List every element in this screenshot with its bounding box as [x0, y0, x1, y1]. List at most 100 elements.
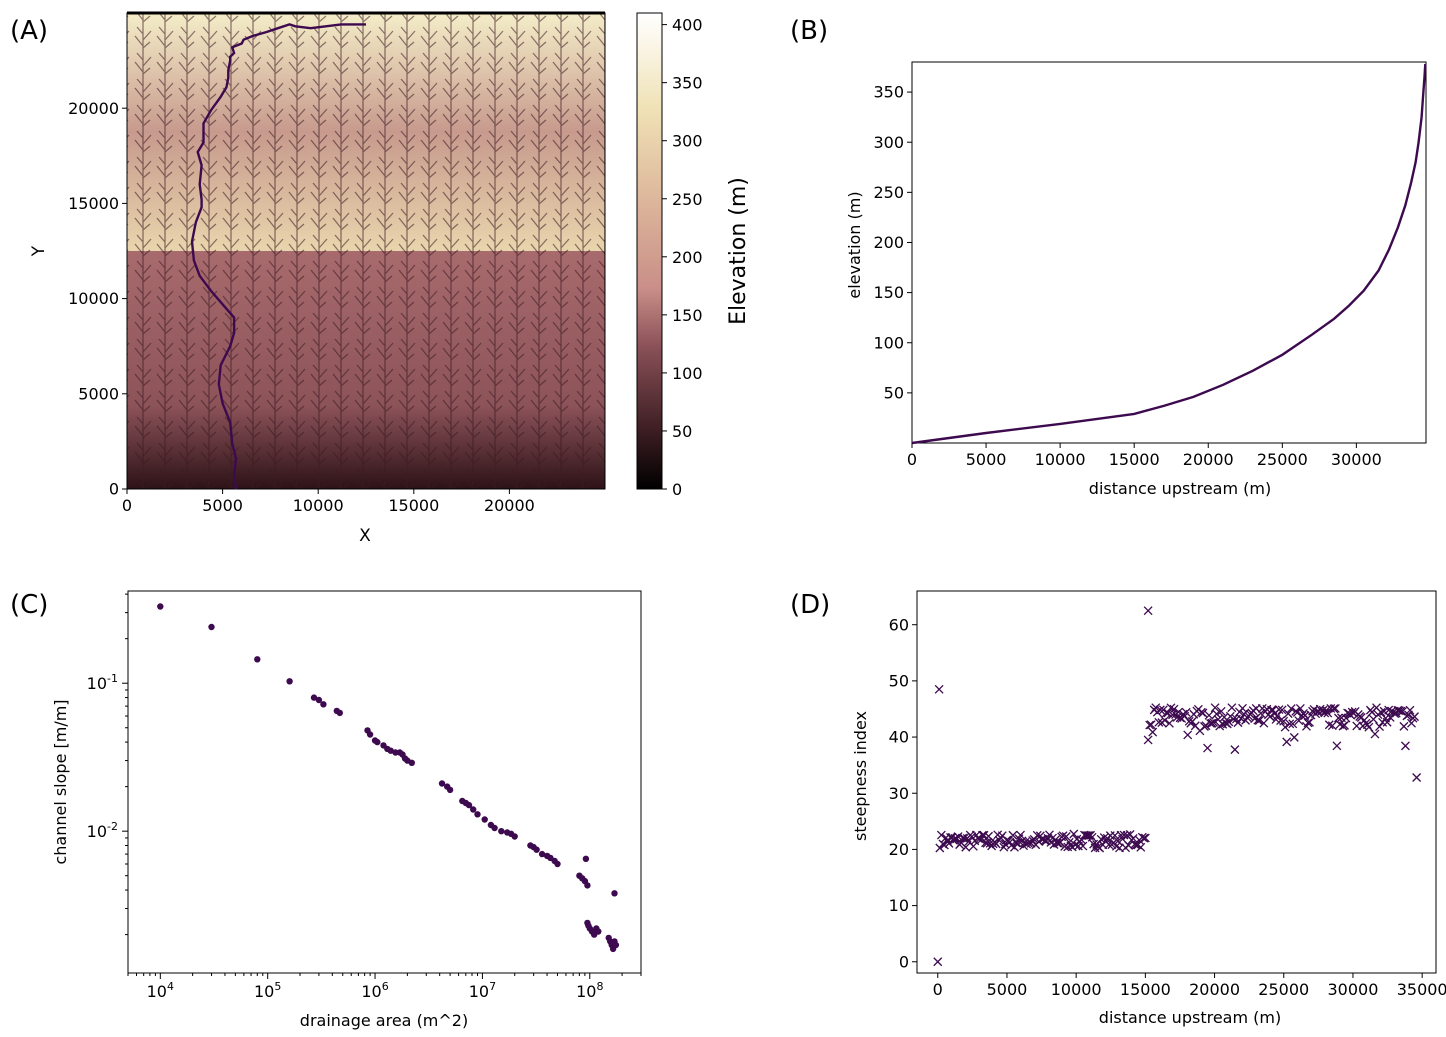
slope-area-point — [208, 623, 215, 631]
steepness-point — [1330, 703, 1340, 713]
slope-area-point — [481, 816, 488, 823]
slope-area-point — [584, 882, 591, 889]
axis-c-xtick-label: 106 — [361, 980, 388, 1001]
channel-path — [190, 23, 366, 490]
axis-b-xtick-label: 25000 — [1257, 450, 1308, 469]
steepness-point — [1131, 840, 1141, 850]
steepness-point — [1069, 829, 1079, 839]
axis-b-xtick-label: 10000 — [1035, 450, 1086, 469]
axis-d-ytick-label: 30 — [889, 784, 909, 803]
colorbar-ticks: 0 50 100 150 200 250 300 350 400 — [662, 16, 703, 499]
steepness-point — [1321, 705, 1331, 715]
x-axis-label-b: distance upstream (m) — [1089, 479, 1271, 498]
steepness-point — [1289, 732, 1299, 742]
steepness-point — [1145, 720, 1155, 730]
panel-label-b: (B) — [790, 16, 829, 46]
slope-area-point — [286, 678, 293, 685]
slope-area-point — [387, 747, 394, 754]
slope-area-point — [582, 855, 590, 862]
slope-area-point — [474, 811, 481, 818]
x-axis-label-a: X — [359, 526, 371, 546]
steepness-point — [1164, 718, 1174, 728]
steepness-point — [1283, 709, 1293, 719]
steepness-point — [1410, 712, 1420, 722]
axis-b-xtick-label: 5000 — [966, 450, 1007, 469]
steepness-point — [1256, 708, 1266, 718]
steepness-point — [1061, 832, 1071, 841]
steepness-point — [1375, 722, 1384, 732]
colorbar: 0 50 100 150 200 250 300 350 400 Elevation (m) — [636, 12, 751, 499]
steepness-point — [1288, 719, 1298, 729]
steepness-point — [1332, 741, 1342, 751]
x-axis-label-c: drainage area (m^2) — [300, 1011, 468, 1030]
steepness-point — [1166, 703, 1176, 713]
slope-area-point — [491, 824, 498, 832]
axis-d-xtick-label: 10000 — [1051, 980, 1102, 999]
steepness-point — [1303, 718, 1313, 728]
axis-b-xtick-label: 15000 — [1109, 450, 1160, 469]
steepness-point — [1155, 705, 1165, 715]
axis-a-xtick-label: 10000 — [293, 496, 344, 515]
steepness-point — [1394, 706, 1404, 716]
steepness-point — [1212, 709, 1222, 719]
steepness-point — [1206, 718, 1216, 728]
steepness-point — [1136, 842, 1146, 852]
axis-b-ytick-label: 50 — [884, 383, 904, 402]
axis-d-xtick-label: 25000 — [1258, 980, 1309, 999]
colorbar-tick-label: 250 — [672, 190, 703, 209]
axis-a-xtick-label: 5000 — [202, 496, 243, 515]
steepness-point — [1008, 830, 1018, 840]
steepness-point — [1160, 715, 1170, 725]
steepness-point — [1305, 717, 1314, 727]
steepness-point — [1204, 710, 1214, 720]
steepness-point — [1265, 712, 1275, 722]
slope-area-points — [157, 603, 620, 953]
axis-d-ytick-label: 60 — [889, 615, 909, 634]
steepness-points — [933, 606, 1422, 967]
slope-area-point — [470, 806, 477, 813]
steepness-point — [1329, 704, 1339, 714]
slope-area-point — [554, 860, 561, 868]
steepness-point — [1277, 705, 1287, 715]
slope-area-point — [533, 846, 540, 853]
axis-d-xtick-label: 5000 — [987, 980, 1028, 999]
steepness-point — [1174, 707, 1184, 717]
colorbar-tick-label: 0 — [672, 480, 682, 499]
steepness-point — [1169, 704, 1179, 714]
steepness-point — [999, 842, 1009, 852]
steepness-point — [1052, 838, 1062, 848]
steepness-point — [1168, 710, 1177, 720]
axis-b-ytick-label: 200 — [873, 233, 904, 252]
axis-d-xtick-label: 30000 — [1328, 980, 1379, 999]
steepness-point — [1227, 703, 1237, 713]
axis-b-xtick-label: 20000 — [1183, 450, 1234, 469]
steepness-point — [1282, 737, 1292, 747]
steepness-point — [1327, 721, 1337, 731]
steepness-point — [1181, 707, 1191, 717]
axis-a-ytick-label: 10000 — [68, 289, 119, 308]
panel-d: 0 5000 10000 15000 20000 25000 30000 35000 0 10 20… — [851, 590, 1446, 1027]
steepness-point — [1203, 743, 1212, 753]
slope-area-point — [438, 780, 446, 787]
slope-area-point — [310, 694, 318, 701]
axis-c-ytick-label: 10-1 — [87, 672, 118, 693]
steepness-point — [1274, 705, 1284, 715]
axis-d-xtick-label: 35000 — [1397, 980, 1446, 999]
panel-label-c: (C) — [10, 590, 49, 620]
axis-b-ytick-label: 250 — [873, 183, 904, 202]
slope-area-point — [157, 603, 164, 610]
colorbar-tick-label: 100 — [672, 364, 703, 383]
slope-area-point — [366, 731, 374, 738]
slope-area-point — [538, 850, 546, 858]
steepness-point — [1228, 714, 1238, 724]
slope-area-point — [446, 786, 454, 794]
steepness-point — [1146, 720, 1156, 730]
y-axis-label-d: steepness index — [851, 711, 870, 841]
steepness-point — [1209, 717, 1219, 727]
steepness-point — [1407, 718, 1416, 728]
steepness-point — [1253, 715, 1263, 725]
steepness-point — [959, 833, 969, 843]
steepness-point — [1396, 706, 1406, 716]
axis-d-ytick-label: 20 — [889, 840, 909, 859]
axes-a: 0 5000 10000 15000 20000 0 5000 10000 15000 20000 — [68, 99, 535, 515]
